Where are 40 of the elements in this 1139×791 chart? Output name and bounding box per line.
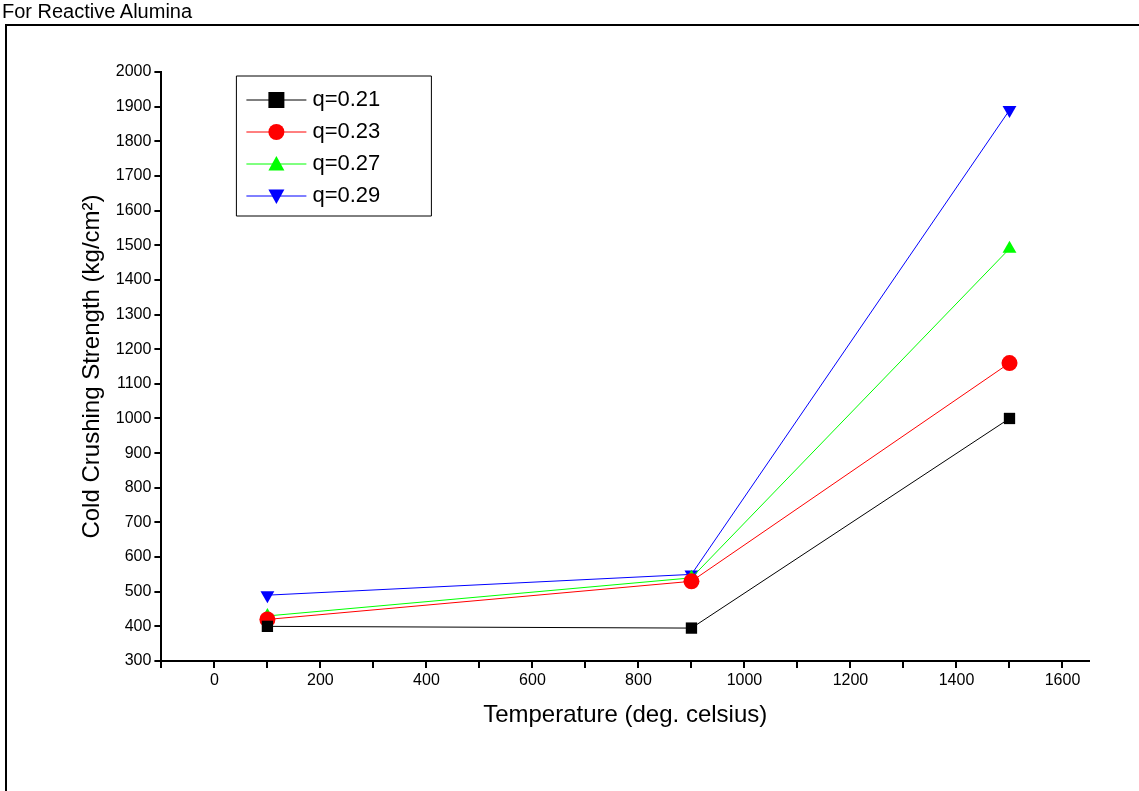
y-axis-title: Cold Crushing Strength (kg/cm²)	[77, 194, 105, 539]
legend-label: q=0.27	[312, 150, 381, 176]
legend-label: q=0.29	[312, 182, 381, 208]
x-tick-label: 1600	[1044, 671, 1081, 689]
y-tick-label: 1700	[115, 166, 152, 184]
y-tick-label: 1600	[115, 200, 152, 218]
point	[683, 573, 700, 590]
y-tick-label: 1800	[115, 131, 152, 149]
y-tick-label: 600	[124, 547, 152, 565]
y-tick-label: 2000	[115, 62, 152, 80]
y-tick-label: 400	[124, 616, 152, 634]
x-tick-label: 800	[625, 671, 652, 689]
x-tick-label: 600	[519, 671, 546, 689]
point	[1001, 355, 1018, 372]
point	[685, 622, 698, 634]
x-tick-label: 0	[209, 671, 219, 689]
y-tick-label: 700	[124, 512, 152, 530]
y-tick-label: 300	[124, 651, 152, 669]
y-tick-label: 1400	[115, 270, 152, 288]
point	[1002, 106, 1017, 119]
y-tick-label: 1200	[115, 339, 152, 357]
point	[261, 620, 274, 633]
y-tick-label: 1300	[115, 304, 152, 322]
x-tick-label: 400	[413, 671, 440, 689]
y-tick-label: 1000	[115, 408, 152, 426]
y-tick-label: 500	[124, 582, 152, 600]
x-tick-label: 200	[307, 671, 334, 689]
x-axis-title: Temperature (deg. celsius)	[483, 700, 768, 728]
y-tick-label: 1500	[115, 235, 152, 253]
y-tick-label: 1100	[116, 374, 152, 392]
chart-title: For Reactive Alumina	[2, 0, 193, 22]
x-tick-label: 1200	[832, 671, 869, 689]
y-tick-label: 900	[124, 443, 152, 461]
x-tick-label: 1000	[726, 671, 763, 689]
legend-label: q=0.23	[312, 118, 381, 144]
y-tick-label: 800	[124, 478, 152, 496]
point	[1003, 412, 1016, 425]
x-tick-label: 1400	[938, 671, 975, 689]
y-tick-label: 1900	[115, 97, 152, 115]
legend-label: q=0.21	[312, 86, 381, 112]
